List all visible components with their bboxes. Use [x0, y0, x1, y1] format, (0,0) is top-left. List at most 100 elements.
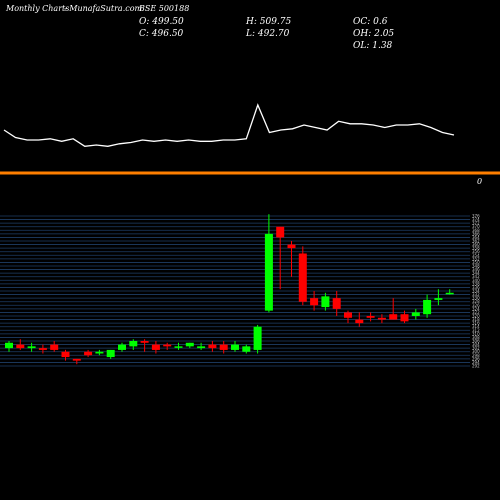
y-tick-label: 298 — [472, 353, 480, 358]
y-tick-label: 334 — [472, 289, 480, 294]
y-tick-label: 296 — [472, 356, 480, 361]
y-tick-label: 316 — [472, 321, 480, 326]
site-name-text: MunafaSutra.com — [69, 4, 143, 13]
y-tick-label: 302 — [472, 346, 480, 351]
candle-body — [411, 312, 420, 316]
candle — [129, 339, 138, 350]
candle-body — [298, 253, 307, 302]
y-tick-label: 328 — [472, 299, 480, 304]
candle — [219, 341, 228, 354]
y-tick-label: 322 — [472, 310, 480, 315]
candle-body — [389, 314, 398, 320]
y-tick-label: 366 — [472, 231, 480, 236]
candle — [106, 349, 115, 359]
candle — [197, 342, 206, 350]
candle-body — [434, 298, 443, 300]
y-tick-label: 312 — [472, 328, 480, 333]
y-tick-label: 310 — [472, 331, 480, 336]
candle-body — [423, 299, 432, 315]
candle-body — [231, 344, 239, 350]
y-tick-label: 376 — [472, 214, 480, 219]
candle-body — [129, 341, 138, 347]
candle-body — [163, 344, 172, 347]
y-tick-label: 314 — [472, 324, 480, 329]
candle — [400, 310, 409, 324]
candle-body — [219, 344, 228, 350]
candle — [151, 341, 160, 354]
candle-body — [253, 326, 262, 350]
high-value: H: 509.75 — [246, 17, 292, 27]
candle — [118, 342, 126, 352]
candle — [174, 342, 183, 350]
candle-body — [355, 319, 364, 324]
ol-value: OL: 1.38 — [353, 41, 393, 51]
candle — [276, 226, 285, 290]
candle — [377, 314, 386, 324]
candle — [5, 341, 13, 352]
y-tick-label: 374 — [472, 217, 480, 222]
y-tick-label: 352 — [472, 256, 480, 261]
open-value: O: 499.50 — [139, 17, 184, 27]
y-tick-label: 326 — [472, 303, 480, 308]
line-series — [3, 103, 455, 147]
candle-body — [16, 344, 25, 349]
price-grid — [0, 215, 470, 367]
low-value: L: 492.70 — [246, 29, 290, 39]
candle — [355, 312, 364, 327]
candle-body — [287, 244, 296, 249]
y-tick-label: 360 — [472, 242, 480, 247]
candle — [242, 344, 251, 354]
candle-body — [377, 317, 386, 320]
y-tick-label: 354 — [472, 253, 480, 258]
oh-value: OH: 2.05 — [353, 29, 395, 39]
y-tick-label: 294 — [472, 360, 480, 365]
candle — [287, 241, 296, 277]
candle — [253, 324, 262, 354]
y-tick-label: 304 — [472, 342, 480, 347]
close-value: C: 496.50 — [139, 29, 184, 39]
y-tick-label: 370 — [472, 224, 480, 229]
candle-body — [344, 312, 352, 318]
y-tick-label: 368 — [472, 228, 480, 233]
candle-body — [84, 351, 93, 356]
candle — [434, 289, 443, 306]
candle-body — [197, 346, 206, 349]
y-tick-label: 364 — [472, 235, 480, 240]
candle-body — [151, 344, 160, 350]
candle-body — [38, 348, 47, 350]
y-tick-label: 332 — [472, 292, 480, 297]
y-tick-label: 346 — [472, 267, 480, 272]
candle — [411, 308, 420, 320]
candle — [84, 349, 93, 358]
candle — [231, 341, 239, 352]
y-tick-label: 318 — [472, 317, 480, 322]
candle-body — [118, 344, 126, 350]
candle — [445, 289, 454, 295]
candle — [332, 291, 341, 316]
candle — [208, 341, 217, 352]
candle-body — [50, 344, 59, 350]
candle — [95, 349, 104, 356]
candle-body — [61, 351, 70, 358]
y-tick-label: 306 — [472, 339, 480, 344]
candle — [185, 342, 194, 349]
y-tick-label: 348 — [472, 264, 480, 269]
candle — [389, 298, 398, 320]
candle — [321, 292, 330, 311]
y-tick-label: 344 — [472, 271, 480, 276]
candle-body — [264, 233, 273, 311]
candle — [310, 291, 319, 311]
y-tick-label: 320 — [472, 314, 480, 319]
y-tick-label: 358 — [472, 246, 480, 251]
y-tick-label: 362 — [472, 239, 480, 244]
y-tick-label: 338 — [472, 281, 480, 286]
candle — [72, 358, 81, 365]
candle-body — [27, 346, 36, 349]
candle-body — [140, 341, 149, 343]
site-name: - MunafaSutra.com — [64, 4, 143, 13]
candle — [298, 246, 307, 306]
price-axis: 2922942962983003023043063083103123143163… — [472, 214, 480, 369]
candle-body — [276, 226, 285, 238]
candle — [163, 342, 172, 350]
candle-series — [5, 214, 454, 365]
